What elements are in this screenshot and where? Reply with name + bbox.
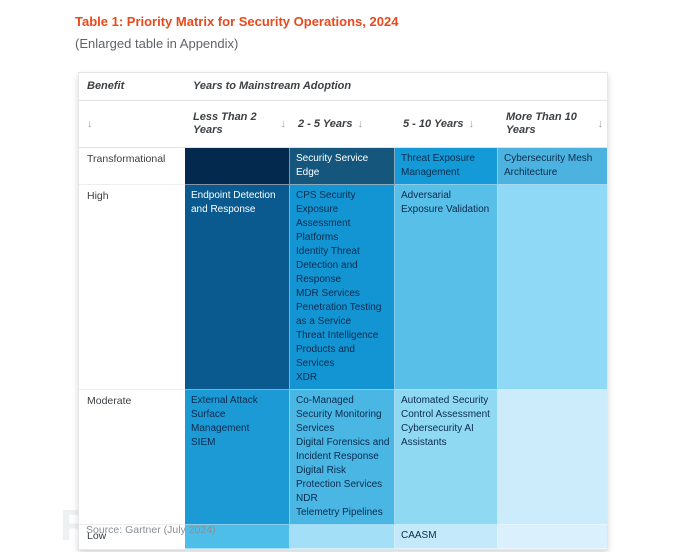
cell-item: Identity Threat Detection and Response (296, 246, 360, 285)
cell-item: Exposure Assessment Platforms (296, 204, 351, 243)
page-title: Table 1: Priority Matrix for Security Op… (75, 14, 399, 29)
cell-item: Digital Forensics and Incident Response (296, 437, 390, 462)
matrix-row: Moderate External Attack Surface Manageme… (79, 390, 607, 525)
matrix-cell: CPS Security Exposure Assessment Platform… (290, 185, 395, 390)
column-header-label: More Than 10 Years (506, 111, 577, 136)
benefit-header: Benefit (87, 80, 125, 92)
column-header-row: ↓ Less Than 2 Years ↓ 2 - 5 Years ↓ 5 - 10 Ye… (79, 101, 607, 148)
cell-item: Digital Risk Protection Services (296, 465, 383, 490)
cell-item: Automated Security Control Assessment (401, 395, 490, 420)
column-header-label: Less Than 2 Years (193, 111, 257, 136)
cell-item: Cybersecurity AI Assistants (401, 423, 474, 448)
matrix-cell: Endpoint Detection and Response (185, 185, 290, 390)
matrix-cell (290, 525, 395, 549)
source-note: Source: Gartner (July 2024) (86, 524, 216, 536)
matrix-cell (498, 525, 607, 549)
sort-arrow-icon[interactable]: ↓ (468, 118, 475, 130)
column-header-label: 2 - 5 Years (298, 117, 353, 130)
matrix-body: Transformational Security Service Edge Thr… (79, 148, 607, 549)
matrix-cell: Co-Managed Security Monitoring Services D… (290, 390, 395, 525)
cell-item: External Attack Surface Management (191, 395, 258, 434)
matrix-cell (185, 525, 290, 549)
matrix-cell: Cybersecurity Mesh Architecture (498, 148, 607, 185)
cell-item: Security Service Edge (296, 153, 369, 178)
matrix-row: Transformational Security Service Edge Thr… (79, 148, 607, 185)
benefit-sort-cell: ↓ (79, 114, 185, 134)
matrix-cell: CAASM (395, 525, 498, 549)
matrix-cell (498, 185, 607, 390)
priority-matrix-table: Benefit Years to Mainstream Adoption ↓ Le… (78, 72, 608, 550)
matrix-row: Low CAASM (79, 525, 607, 549)
cell-item: Threat Intelligence Products and Service… (296, 330, 379, 369)
cell-item: CAASM (401, 530, 437, 541)
matrix-cell: Automated Security Control Assessment Cyb… (395, 390, 498, 525)
row-label: Transformational (79, 148, 185, 185)
matrix-cell (498, 390, 607, 525)
sort-arrow-icon[interactable]: ↓ (280, 118, 287, 130)
cell-item: Adversarial Exposure Validation (401, 190, 490, 215)
sort-arrow-icon[interactable]: ↓ (357, 118, 363, 130)
column-header-3: 5 - 10 Years ↓ (395, 114, 498, 135)
cell-item: NDR (296, 493, 318, 504)
cell-item: SIEM (191, 437, 216, 448)
matrix-row: High Endpoint Detection and Response CPS S… (79, 185, 607, 390)
matrix-cell: External Attack Surface Management SIEM (185, 390, 290, 525)
column-header-4: More Than 10 Years ↓ (498, 107, 607, 141)
row-label: Low (79, 525, 185, 549)
cell-item: Threat Exposure Management (401, 153, 475, 178)
row-label: Moderate (79, 390, 185, 525)
column-header-label: 5 - 10 Years (403, 117, 464, 130)
adoption-group-header: Years to Mainstream Adoption (193, 80, 352, 92)
table-header-row-top: Benefit Years to Mainstream Adoption (79, 73, 607, 101)
cell-item: Endpoint Detection and Response (191, 190, 276, 215)
row-label: High (79, 185, 185, 390)
sort-arrow-icon[interactable]: ↓ (597, 118, 604, 130)
cell-item: MDR Services (296, 288, 360, 299)
sort-arrow-icon[interactable]: ↓ (87, 118, 93, 130)
cell-item: Cybersecurity Mesh Architecture (504, 153, 593, 178)
cell-item: CPS Security (296, 190, 356, 201)
cell-item: Telemetry Pipelines (296, 507, 383, 518)
matrix-cell (185, 148, 290, 185)
matrix-cell: Adversarial Exposure Validation (395, 185, 498, 390)
matrix-cell: Security Service Edge (290, 148, 395, 185)
cell-item: XDR (296, 372, 318, 383)
matrix-cell: Threat Exposure Management (395, 148, 498, 185)
column-header-1: Less Than 2 Years ↓ (185, 107, 290, 141)
page-subtitle: (Enlarged table in Appendix) (75, 36, 239, 51)
cell-item: Co-Managed Security Monitoring Services (296, 395, 382, 434)
cell-item: Penetration Testing as a Service (296, 302, 382, 327)
column-header-2: 2 - 5 Years ↓ (290, 114, 395, 135)
